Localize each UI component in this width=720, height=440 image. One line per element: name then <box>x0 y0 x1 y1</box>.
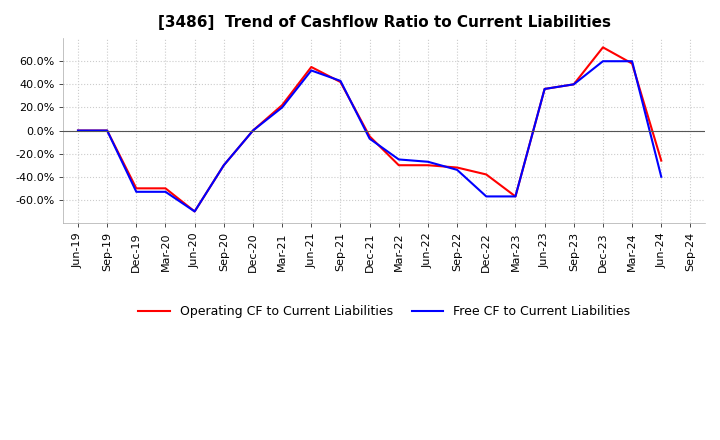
Free CF to Current Liabilities <box>511 194 520 199</box>
Line: Operating CF to Current Liabilities: Operating CF to Current Liabilities <box>78 48 661 212</box>
Free CF to Current Liabilities <box>220 163 228 168</box>
Legend: Operating CF to Current Liabilities, Free CF to Current Liabilities: Operating CF to Current Liabilities, Fre… <box>133 300 635 323</box>
Operating CF to Current Liabilities <box>161 186 170 191</box>
Operating CF to Current Liabilities <box>220 163 228 168</box>
Operating CF to Current Liabilities <box>278 103 287 108</box>
Operating CF to Current Liabilities <box>248 128 257 133</box>
Free CF to Current Liabilities <box>190 209 199 214</box>
Operating CF to Current Liabilities <box>395 163 403 168</box>
Free CF to Current Liabilities <box>103 128 112 133</box>
Operating CF to Current Liabilities <box>103 128 112 133</box>
Operating CF to Current Liabilities <box>336 79 345 84</box>
Free CF to Current Liabilities <box>453 167 462 172</box>
Free CF to Current Liabilities <box>307 68 315 73</box>
Operating CF to Current Liabilities <box>365 134 374 139</box>
Free CF to Current Liabilities <box>540 86 549 92</box>
Free CF to Current Liabilities <box>657 174 665 180</box>
Operating CF to Current Liabilities <box>73 128 82 133</box>
Free CF to Current Liabilities <box>628 59 636 64</box>
Free CF to Current Liabilities <box>161 189 170 194</box>
Free CF to Current Liabilities <box>395 157 403 162</box>
Operating CF to Current Liabilities <box>540 86 549 92</box>
Free CF to Current Liabilities <box>365 136 374 141</box>
Operating CF to Current Liabilities <box>453 165 462 170</box>
Free CF to Current Liabilities <box>423 159 432 165</box>
Operating CF to Current Liabilities <box>482 172 490 177</box>
Free CF to Current Liabilities <box>73 128 82 133</box>
Free CF to Current Liabilities <box>336 78 345 84</box>
Operating CF to Current Liabilities <box>657 158 665 163</box>
Free CF to Current Liabilities <box>132 189 140 194</box>
Operating CF to Current Liabilities <box>511 194 520 199</box>
Operating CF to Current Liabilities <box>423 163 432 168</box>
Operating CF to Current Liabilities <box>190 209 199 214</box>
Operating CF to Current Liabilities <box>598 45 607 50</box>
Operating CF to Current Liabilities <box>132 186 140 191</box>
Free CF to Current Liabilities <box>248 128 257 133</box>
Free CF to Current Liabilities <box>278 105 287 110</box>
Operating CF to Current Liabilities <box>628 61 636 66</box>
Free CF to Current Liabilities <box>482 194 490 199</box>
Free CF to Current Liabilities <box>570 82 578 87</box>
Operating CF to Current Liabilities <box>307 64 315 70</box>
Operating CF to Current Liabilities <box>570 82 578 87</box>
Title: [3486]  Trend of Cashflow Ratio to Current Liabilities: [3486] Trend of Cashflow Ratio to Curren… <box>158 15 611 30</box>
Line: Free CF to Current Liabilities: Free CF to Current Liabilities <box>78 61 661 212</box>
Free CF to Current Liabilities <box>598 59 607 64</box>
